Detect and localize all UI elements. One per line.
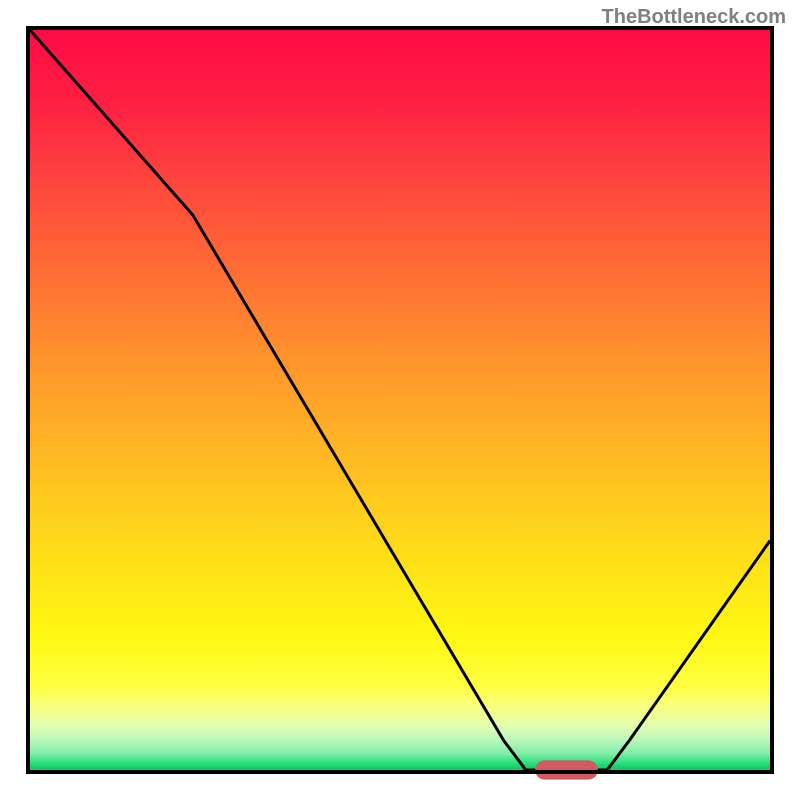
plot-background bbox=[30, 30, 770, 770]
chart-svg bbox=[0, 0, 800, 800]
chart-container: TheBottleneck.com bbox=[0, 0, 800, 800]
chart-svg-wrap bbox=[0, 0, 800, 800]
